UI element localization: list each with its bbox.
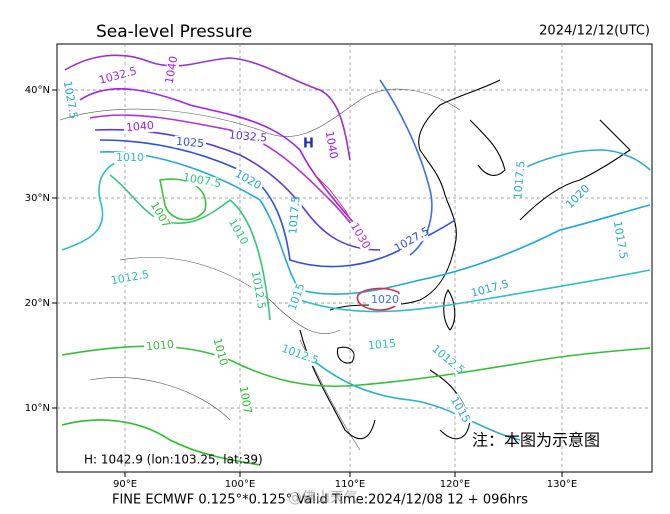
contour-label-bg bbox=[322, 128, 340, 162]
contour-label-bg bbox=[236, 383, 254, 417]
borders bbox=[59, 88, 461, 451]
contour-label-bg bbox=[146, 198, 174, 232]
contour-label-bg bbox=[231, 166, 265, 194]
contour-label-bg bbox=[446, 393, 474, 427]
contour-label: 1010 bbox=[116, 151, 144, 164]
contour-label: 1020 bbox=[371, 293, 399, 306]
lon-label: 90°E bbox=[113, 479, 137, 490]
contour-label: 1040 bbox=[163, 55, 181, 85]
high-info: H: 1042.9 (lon:103.25, lat:39) bbox=[84, 453, 263, 467]
lat-label: 40°N bbox=[25, 85, 50, 96]
contour-label-bg bbox=[123, 119, 157, 135]
contour-label-bg bbox=[512, 163, 528, 197]
high-pressure-marker: H bbox=[303, 137, 314, 152]
lon-label: 120°E bbox=[440, 479, 470, 490]
contour-label-bg bbox=[224, 215, 252, 249]
contour-label: 1032.5 bbox=[228, 128, 267, 144]
contour-label-bg bbox=[369, 294, 401, 306]
lat-label: 10°N bbox=[25, 403, 50, 414]
contour-label: 1015 bbox=[367, 337, 396, 352]
contour-label-bg bbox=[113, 269, 147, 287]
contour-label-bg bbox=[395, 226, 429, 254]
contour-label: 1025 bbox=[176, 135, 205, 150]
lon-label: 110°E bbox=[335, 479, 365, 490]
footer-text: FINE ECMWF 0.125°*0.125° Valid Time:2024… bbox=[112, 493, 528, 508]
map-frame bbox=[56, 43, 653, 473]
contour-label-bg bbox=[282, 343, 318, 367]
contour-label-bg bbox=[143, 338, 177, 354]
contour-label-bg bbox=[365, 337, 399, 353]
contour-label-bg bbox=[287, 198, 303, 232]
contour-label-bg bbox=[346, 219, 374, 253]
contour-label-bg bbox=[163, 53, 181, 87]
contour-label-bg bbox=[285, 279, 309, 315]
contour-label-bg bbox=[472, 279, 508, 299]
lat-label: 20°N bbox=[25, 298, 50, 309]
contour-label-bg bbox=[61, 83, 79, 117]
contour-label-bg bbox=[185, 172, 219, 190]
contour-label: 1017.5 bbox=[286, 195, 302, 234]
watermark: @佛山天气 bbox=[288, 490, 358, 506]
contour-label: 1040 bbox=[323, 130, 341, 160]
contour-label-bg bbox=[173, 135, 207, 151]
contour-label-bg bbox=[562, 181, 594, 213]
contour-label-bg bbox=[231, 129, 265, 145]
lon-label: 100°E bbox=[225, 479, 255, 490]
map-title: Sea-level Pressure bbox=[96, 22, 252, 42]
note: 注：本图为示意图 bbox=[472, 431, 600, 450]
contour-label-bg bbox=[100, 66, 136, 86]
lat-label: 30°N bbox=[25, 193, 50, 204]
contour-label-bg bbox=[611, 223, 629, 257]
map-date: 2024/12/12(UTC) bbox=[539, 24, 650, 39]
contour-label: 1017.5 bbox=[511, 160, 527, 199]
lon-label: 130°E bbox=[547, 479, 577, 490]
contour-label-bg bbox=[210, 334, 230, 370]
contour-label: 1040 bbox=[125, 119, 154, 134]
contour-label-bg bbox=[431, 345, 465, 375]
contour-label-bg bbox=[114, 152, 146, 164]
contour-label-bg bbox=[249, 273, 267, 307]
contour-label: 1007 bbox=[237, 385, 255, 415]
contour-label: 1010 bbox=[145, 338, 174, 353]
